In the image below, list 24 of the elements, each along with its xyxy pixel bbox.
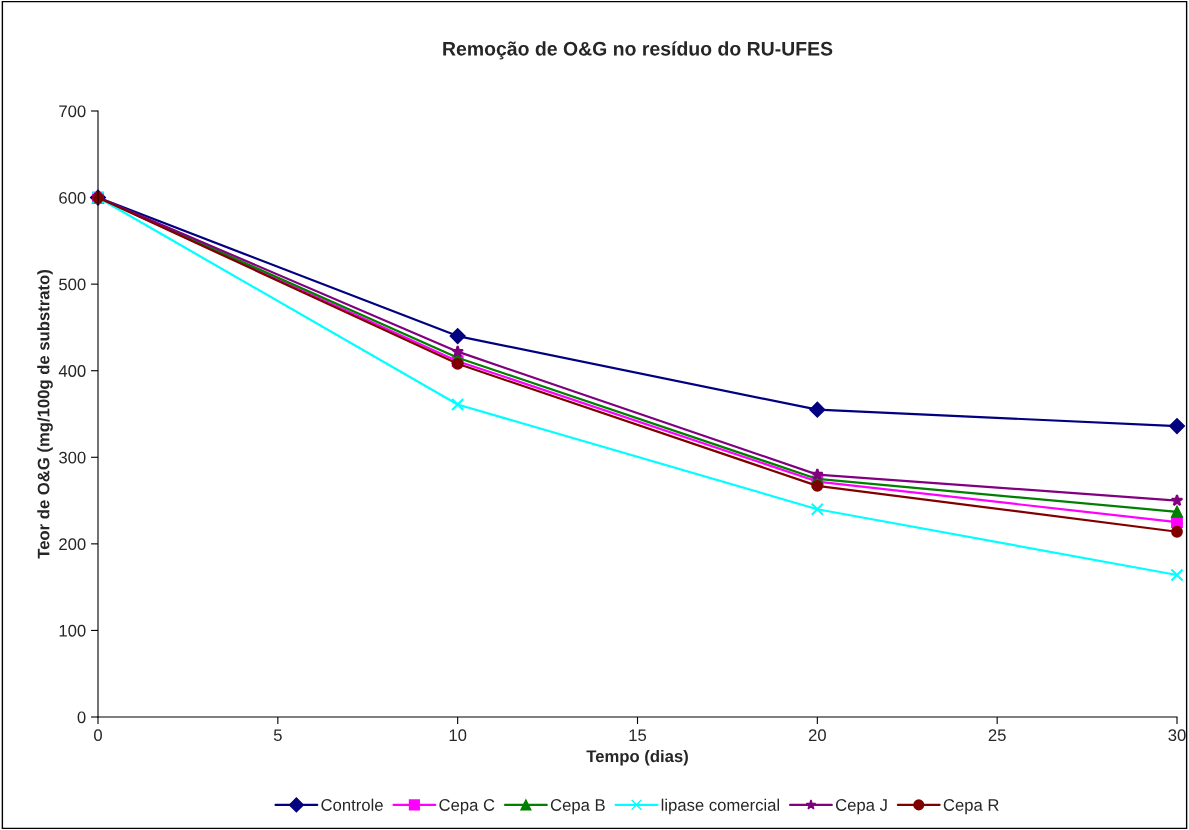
legend-label: Cepa R [943,799,999,815]
y-tick-label: 200 [59,538,86,551]
x-tick-label: 20 [808,729,826,742]
x-tick-label: 5 [273,729,282,742]
x-tick-label: 30 [1168,729,1186,742]
legend-label: Cepa C [439,799,495,815]
legend-label: lipase comercial [661,798,780,815]
y-tick-label: 400 [58,365,86,377]
x-tick-label: 10 [449,729,467,742]
chart-title: Remoção de O&G no resíduo do RU-UFES [443,41,833,60]
y-tick-label: 600 [59,191,86,204]
y-axis-title: Teor de O&G (mg/100g de substrato) [37,270,53,559]
y-tick-label: 300 [59,451,86,464]
y-tick-label: 500 [59,278,86,291]
x-tick-label: 15 [629,729,647,742]
x-tick-label: 0 [94,729,102,742]
legend-label: Cepa J [835,799,887,815]
legend-label: Cepa B [550,799,605,815]
x-axis-title: Tempo (dias) [586,749,688,766]
y-tick-label: 100 [59,624,86,637]
y-tick-label: 700 [59,105,86,118]
legend-label: Controle [321,798,383,811]
y-tick-label: 0 [77,711,86,724]
x-tick-label: 25 [988,729,1006,742]
